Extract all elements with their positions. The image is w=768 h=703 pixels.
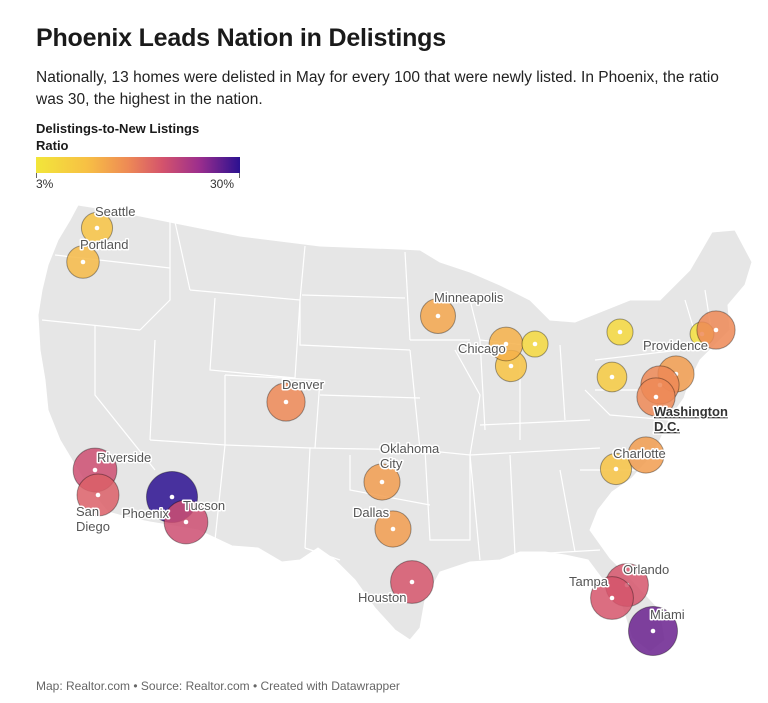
city-label-orlando: Orlando	[623, 562, 669, 577]
state-line-ok-tx	[349, 455, 431, 506]
city-center-dot	[508, 363, 514, 369]
legend-max-tick	[239, 173, 240, 178]
legend-max-label: 30%	[210, 177, 235, 191]
state-line-az-nm	[214, 444, 226, 541]
city-center-dot	[653, 394, 659, 400]
legend-title-line2: Ratio	[36, 138, 69, 153]
city-label-charlotte: Charlotte	[613, 446, 666, 461]
city-marker-dallas	[374, 510, 412, 548]
city-marker-tucson	[163, 499, 209, 545]
footer-credits: Map: Realtor.com • Source: Realtor.com •…	[36, 679, 400, 693]
city-marker-houston	[390, 560, 434, 604]
city-marker-seattle	[80, 211, 114, 245]
state-line-ca-nv	[94, 325, 156, 471]
city-marker-charlotte	[599, 452, 633, 486]
state-line-id-w	[139, 222, 171, 331]
city-center-dot	[650, 628, 656, 634]
city-center-dot	[379, 479, 385, 485]
city-label-denver: Denver	[282, 377, 325, 392]
city-label-minneapolis: Minneapolis	[434, 290, 504, 305]
city-center-dot	[409, 579, 415, 585]
state-line-nd-sd	[301, 294, 406, 299]
city-marker-miami	[628, 606, 678, 656]
city-center-dot	[169, 494, 175, 500]
state-line-va-wv	[584, 389, 671, 421]
state-line-ne-ks	[319, 394, 421, 399]
state-line-tx-inner	[304, 547, 341, 561]
city-center-dot	[183, 519, 189, 525]
city-center-dot	[503, 341, 509, 347]
city-label-tucson: Tucson	[183, 498, 225, 513]
city-center-dot	[617, 329, 623, 335]
city-marker-san-diego	[76, 473, 120, 517]
city-center-dot	[94, 225, 100, 231]
state-line-mn-e	[404, 251, 411, 341]
legend-title: Delistings-to-New Listings Ratio	[36, 120, 199, 154]
legend-title-line1: Delistings-to-New Listings	[36, 121, 200, 136]
city-center-dot	[435, 313, 441, 319]
city-label-chicago: Chicago	[458, 341, 506, 356]
city-label-san-diego: San Diego	[76, 504, 110, 534]
city-center-dot	[532, 341, 538, 347]
city-center-dot	[80, 259, 86, 265]
state-line-dakotas	[299, 245, 411, 351]
city-marker-boston	[696, 310, 736, 350]
city-labels: Seattle Portland Riverside San Diego Phoenix T…	[75, 203, 730, 624]
city-label-tampa: Tampa	[569, 574, 609, 589]
city-center-dot	[95, 492, 101, 498]
legend-min-label: 3%	[36, 177, 54, 191]
city-center-dot	[713, 327, 719, 333]
state-line-ar-la	[424, 449, 471, 541]
city-marker-portland	[66, 245, 100, 279]
city-marker-oklahoma-city	[363, 463, 401, 501]
city-label-miami: Miami	[650, 607, 685, 622]
city-marker-raleigh	[627, 436, 665, 474]
city-marker-washington-d-c	[636, 377, 676, 417]
city-marker-minneapolis	[420, 298, 456, 334]
city-label-portland: Portland	[80, 237, 128, 252]
state-line-ks-ok	[309, 447, 426, 451]
city-marker-denver	[266, 382, 306, 422]
city-center-dot	[609, 374, 615, 380]
state-line-mt-s	[189, 289, 301, 301]
state-line-ms-al	[469, 454, 516, 561]
state-line-ga-fl	[514, 469, 601, 556]
city-center-dot	[390, 526, 396, 532]
city-label-seattle: Seattle	[95, 204, 135, 219]
city-center-dot	[613, 466, 619, 472]
state-line-wy	[209, 297, 301, 379]
city-marker-buffalo	[606, 318, 634, 346]
city-marker-detroit	[521, 330, 549, 358]
city-marker-tampa	[590, 576, 634, 620]
city-label-riverside: Riverside	[97, 450, 151, 465]
city-marker-pittsburgh	[596, 361, 628, 393]
legend-min-tick	[36, 173, 37, 178]
city-label-washington-d-c: Washington D.C.	[654, 404, 728, 434]
city-label-providence: Providence	[643, 338, 708, 353]
city-center-dot	[92, 467, 98, 473]
state-line-ca-or	[41, 319, 141, 331]
city-label-phoenix: Phoenix	[122, 506, 169, 521]
city-label-oklahoma-city: Oklahoma City	[380, 441, 440, 471]
state-line-mt-id	[174, 221, 191, 291]
state-line-tn-ky	[469, 419, 601, 456]
page-title: Phoenix Leads Nation in Delistings	[36, 24, 446, 52]
state-line-co	[224, 374, 321, 449]
city-center-dot	[609, 595, 615, 601]
state-line-ut-nv	[149, 339, 156, 441]
city-label-dallas: Dallas	[353, 505, 390, 520]
city-bubbles	[66, 211, 736, 656]
city-center-dot	[643, 452, 649, 458]
legend-color-scale	[36, 157, 240, 173]
page-subtitle: Nationally, 13 homes were delisted in Ma…	[36, 69, 719, 108]
city-center-dot	[283, 399, 289, 405]
city-label-houston: Houston	[358, 590, 406, 605]
